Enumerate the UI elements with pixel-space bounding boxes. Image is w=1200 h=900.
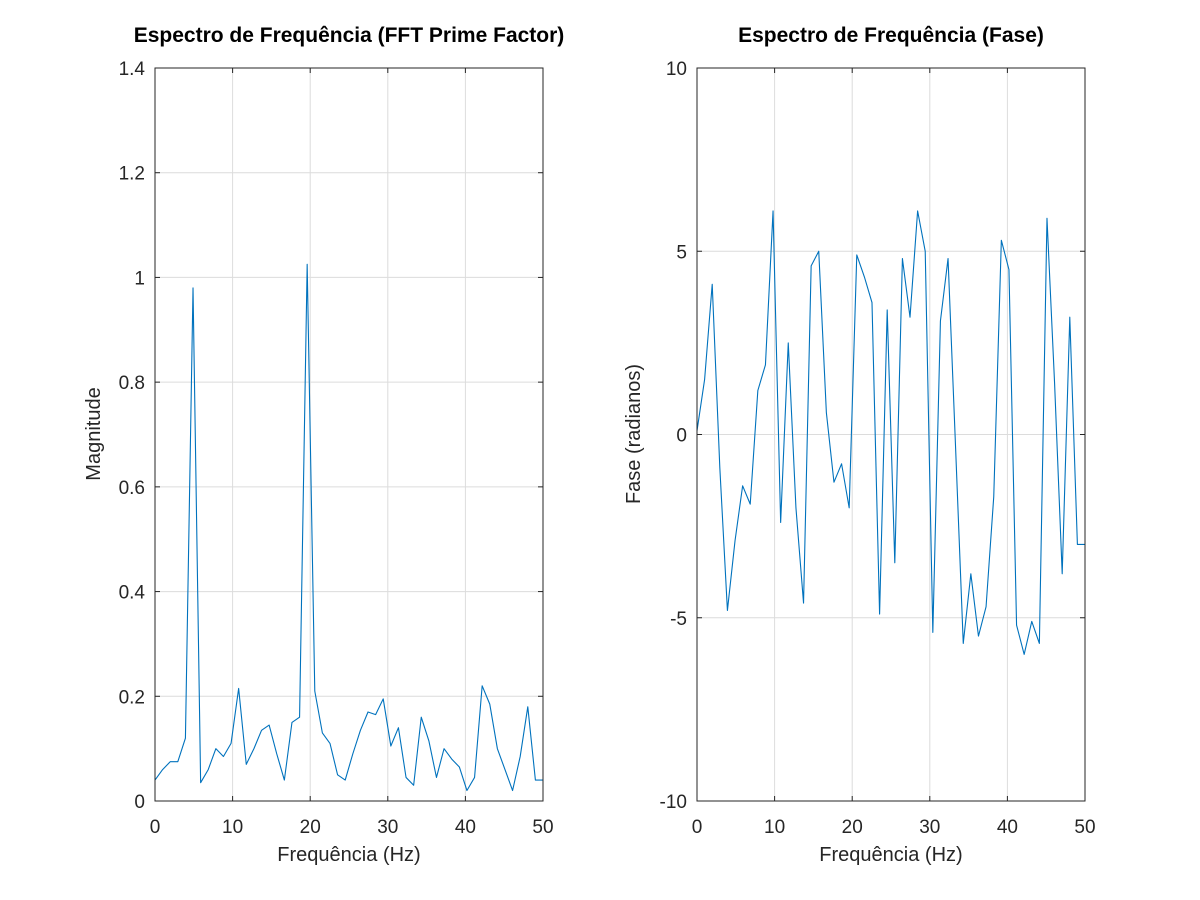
phase-y-tick-label: -10: [660, 792, 687, 813]
magnitude-y-tick-label: 0.2: [119, 687, 145, 708]
phase-chart-title: Espectro de Frequência (Fase): [738, 24, 1044, 47]
magnitude-y-tick-label: 0.6: [119, 478, 145, 499]
phase-x-axis-label: Frequência (Hz): [819, 844, 962, 866]
magnitude-y-tick-label: 1.4: [119, 59, 146, 80]
magnitude-x-tick-label: 30: [377, 817, 398, 838]
magnitude-y-tick-label: 1.2: [119, 164, 145, 185]
magnitude-x-axis-label: Frequência (Hz): [277, 844, 420, 866]
phase-series-line: [696, 210, 1085, 655]
magnitude-y-tick-label: 0: [134, 792, 145, 813]
phase-ticks: 0 10 20 30 40 50 -10 -5 0 5 10: [660, 59, 1096, 838]
phase-series: [696, 210, 1085, 655]
magnitude-x-tick-label: 10: [222, 817, 243, 838]
magnitude-chart-title: Espectro de Frequência (FFT Prime Factor…: [134, 24, 565, 47]
phase-x-tick-label: 40: [997, 817, 1018, 838]
phase-x-tick-label: 50: [1074, 817, 1095, 838]
magnitude-x-tick-label: 40: [455, 817, 476, 838]
magnitude-y-axis-label: Magnitude: [83, 387, 105, 480]
phase-x-tick-label: 0: [692, 817, 703, 838]
magnitude-series-line: [154, 263, 543, 792]
phase-x-tick-label: 10: [764, 817, 785, 838]
phase-y-tick-label: 5: [676, 242, 687, 263]
magnitude-series: [154, 263, 543, 792]
magnitude-plot: 0 10 20 30 40 50 0 0.2 0.4 0.6 0.8 1 1.2 1.4 Espectro…: [83, 24, 564, 866]
magnitude-x-tick-label: 20: [300, 817, 321, 838]
magnitude-y-tick-label: 1: [134, 268, 145, 289]
phase-plot: 0 10 20 30 40 50 -10 -5 0 5 10 Espectro de Frequên…: [623, 24, 1096, 866]
magnitude-y-tick-label: 0.4: [119, 583, 146, 604]
phase-x-tick-label: 30: [919, 817, 940, 838]
magnitude-x-tick-label: 0: [150, 817, 161, 838]
phase-y-tick-label: 10: [666, 59, 687, 80]
magnitude-ticks: 0 10 20 30 40 50 0 0.2 0.4 0.6 0.8 1 1.2 1.4: [119, 59, 554, 838]
magnitude-x-tick-label: 50: [532, 817, 553, 838]
phase-y-tick-label: -5: [670, 609, 687, 630]
magnitude-axes-box: [154, 67, 544, 802]
phase-x-tick-label: 20: [842, 817, 863, 838]
phase-y-tick-label: 0: [676, 426, 687, 447]
phase-y-axis-label: Fase (radianos): [623, 364, 645, 504]
magnitude-y-tick-label: 0.8: [119, 373, 145, 394]
